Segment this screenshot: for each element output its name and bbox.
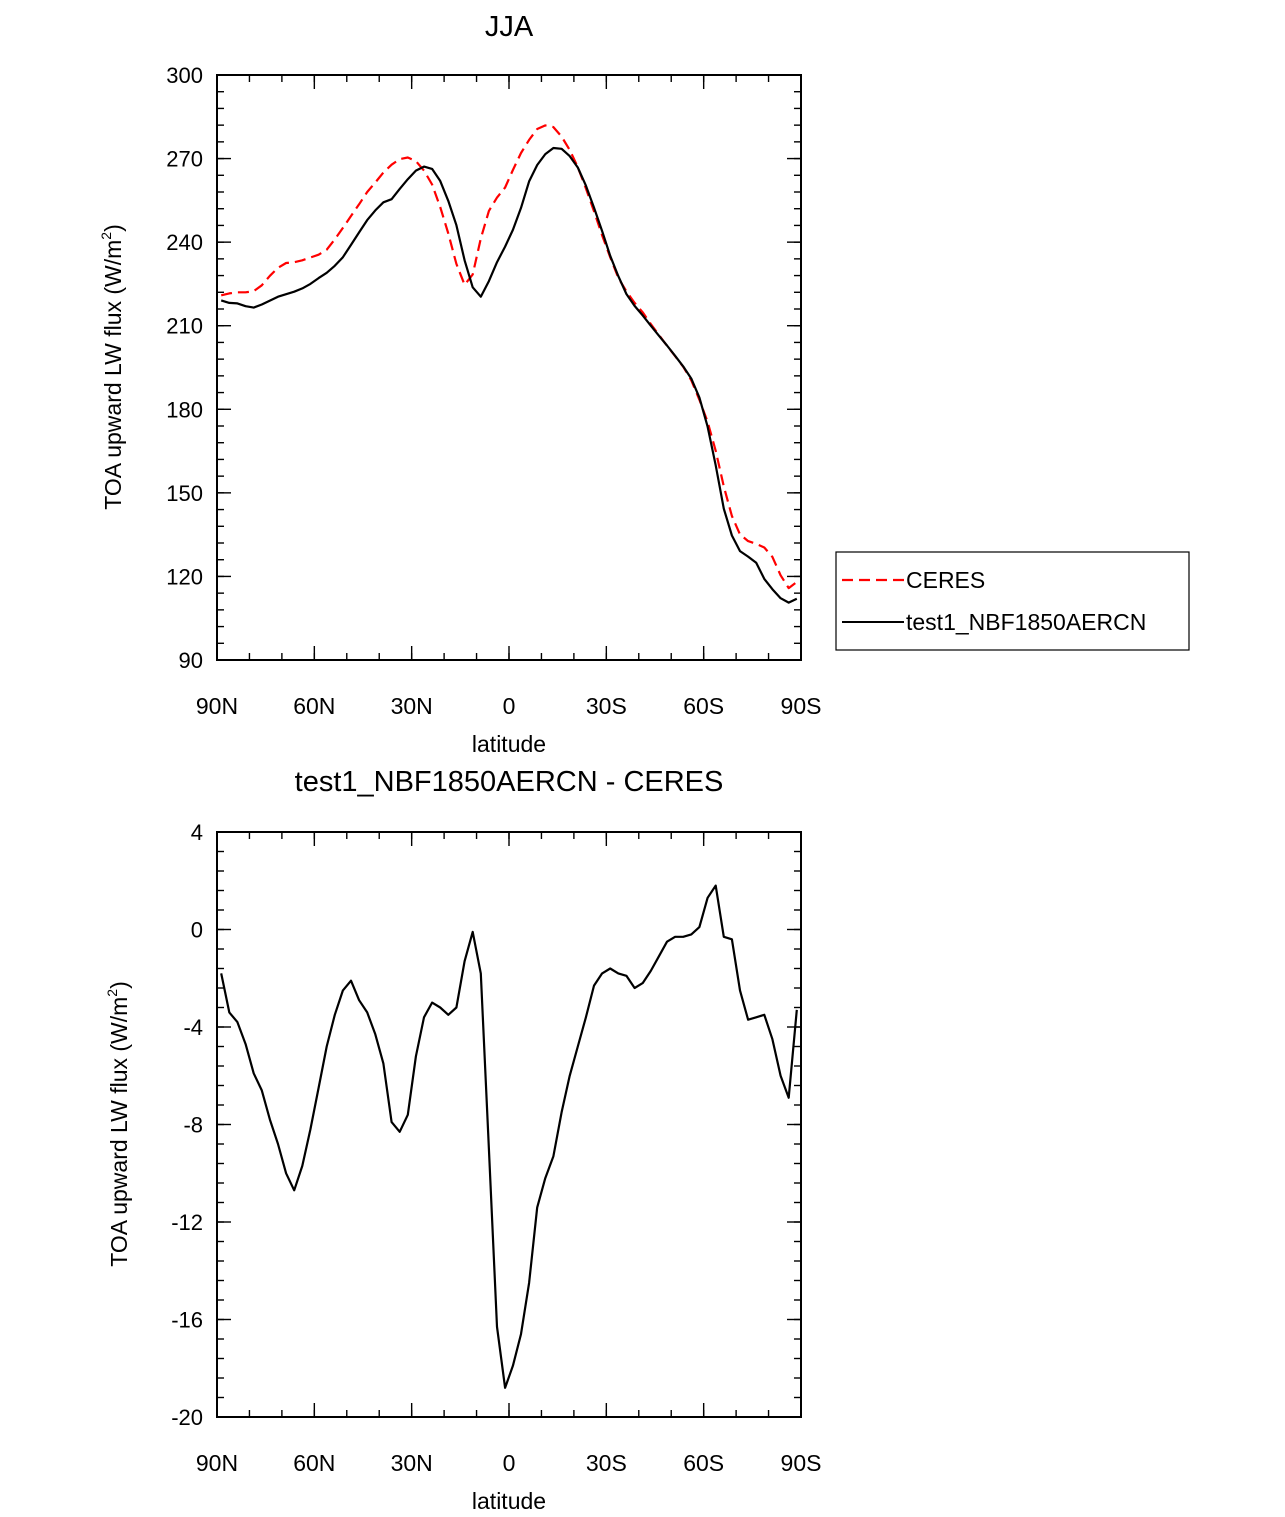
top-x-axis-label: latitude [472,731,546,757]
bottom-y-tick-label: 4 [191,820,203,845]
legend: CERES test1_NBF1850AERCN [835,551,1190,651]
top-x-tick-label: 60S [683,693,724,719]
top-x-tick-label: 90S [781,693,822,719]
bottom-x-tick-label: 0 [503,1450,516,1476]
top-plot-frame [216,74,802,661]
bottom-chart-title: test1_NBF1850AERCN - CERES [295,766,724,798]
top-y-tick-label: 150 [166,481,203,506]
top-y-tick-label: 300 [166,63,203,88]
bottom-y-tick-label: -20 [171,1405,203,1430]
top-y-tick-label: 90 [179,648,203,673]
bottom-y-axis-label: TOA upward LW flux (W/m2) [104,981,132,1267]
top-x-tick-label: 0 [503,693,516,719]
top-x-tick-label: 60N [293,693,335,719]
top-y-axis-label-main: TOA upward LW flux (W/m [100,240,126,510]
bottom-y-tick-label: -4 [183,1015,203,1040]
bottom-y-tick-label: 0 [191,918,203,943]
bottom-x-tick-label: 90S [781,1450,822,1476]
top-x-tick-labels: 90N 60N 30N 0 30S 60S 90S [196,693,822,719]
top-y-axis-label: TOA upward LW flux (W/m2) [98,224,126,510]
top-series-group [220,124,798,604]
bottom-x-tick-label: 60N [293,1450,335,1476]
legend-box [835,551,1190,651]
top-y-tick-label: 210 [166,314,203,339]
bottom-y-axis-label-sup: 2 [104,989,120,997]
bottom-y-tick-label: -12 [171,1210,203,1235]
top-y-axis-label-sup: 2 [98,232,114,240]
bottom-x-tick-label: 60S [683,1450,724,1476]
top-panel: JJA 90 120 150 180 210 240 270 300 90N 60N 30N 0 30… [98,11,1190,757]
bottom-plot-frame [216,831,802,1418]
top-chart-title: JJA [485,11,534,43]
bottom-x-axis-label: latitude [472,1488,546,1514]
bottom-x-tick-label: 30N [391,1450,433,1476]
top-y-tick-label: 240 [166,230,203,255]
bottom-x-tick-label: 30S [586,1450,627,1476]
top-y-tick-label: 270 [166,147,203,172]
top-y-axis-label-close: ) [100,224,126,232]
bottom-panel: test1_NBF1850AERCN - CERES -20 -16 -12 -8 -4… [104,766,821,1514]
top-y-tick-label: 120 [166,564,203,589]
top-y-tick-label: 180 [166,397,203,422]
top-axis-ticks [216,74,802,661]
bottom-x-tick-labels: 90N 60N 30N 0 30S 60S 90S [196,1450,822,1476]
bottom-y-tick-label: -8 [183,1113,203,1138]
top-series-line-test1_nbf1850aercn [220,146,798,604]
legend-label-ceres: CERES [906,567,985,593]
bottom-y-tick-label: -16 [171,1308,203,1333]
bottom-series-line-difference [220,884,798,1389]
top-y-tick-labels: 90 120 150 180 210 240 270 300 [166,63,203,673]
bottom-y-axis-label-close: ) [106,981,132,989]
top-x-tick-label: 90N [196,693,238,719]
legend-label-test1: test1_NBF1850AERCN [906,609,1146,635]
bottom-series-group [220,884,798,1389]
top-x-tick-label: 30N [391,693,433,719]
top-series-line-ceres [220,124,798,590]
bottom-x-tick-label: 90N [196,1450,238,1476]
top-x-tick-label: 30S [586,693,627,719]
bottom-y-tick-labels: -20 -16 -12 -8 -4 0 4 [171,820,203,1430]
bottom-y-axis-label-main: TOA upward LW flux (W/m [106,997,132,1267]
bottom-axis-ticks [216,831,802,1418]
